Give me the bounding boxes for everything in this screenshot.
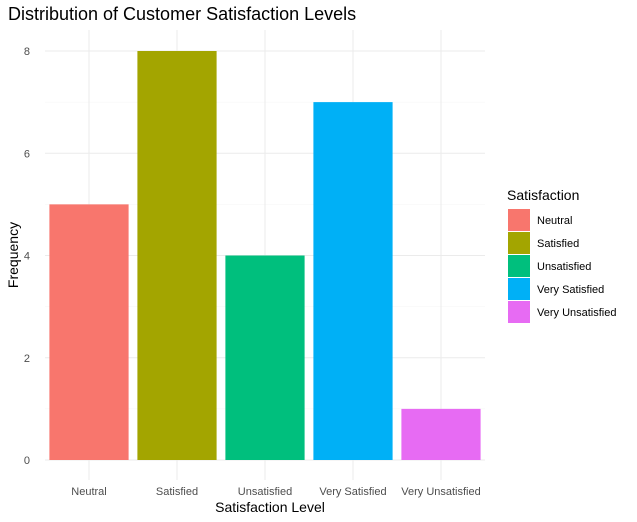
bar-unsatisfied: [225, 255, 305, 460]
legend-label: Very Satisfied: [537, 284, 604, 296]
legend-key: [508, 301, 530, 323]
legend: Satisfaction Neutral Satisfied Unsatisfied…: [507, 187, 616, 323]
y-tick-label: 2: [24, 353, 30, 365]
legend-key: [508, 255, 530, 277]
y-axis-ticks: 0 2 4 6 8: [24, 46, 30, 467]
y-axis-title: Frequency: [5, 222, 21, 288]
legend-label: Very Unsatisfied: [537, 307, 616, 319]
legend-label: Satisfied: [537, 238, 579, 250]
x-tick-label: Very Unsatisfied: [401, 486, 480, 498]
y-tick-label: 0: [24, 455, 30, 467]
x-tick-label: Neutral: [71, 486, 106, 498]
x-tick-label: Very Satisfied: [319, 486, 386, 498]
x-tick-label: Unsatisfied: [238, 486, 292, 498]
bar-satisfied: [137, 51, 217, 460]
x-axis-ticks: Neutral Satisfied Unsatisfied Very Satisfie…: [71, 486, 480, 498]
legend-title: Satisfaction: [507, 187, 579, 203]
legend-label: Unsatisfied: [537, 261, 591, 273]
legend-label: Neutral: [537, 215, 572, 227]
bars-group: [49, 51, 481, 460]
legend-key: [508, 209, 530, 231]
legend-key: [508, 278, 530, 300]
legend-key: [508, 232, 530, 254]
x-axis-title: Satisfaction Level: [215, 499, 325, 515]
bar-very-satisfied: [313, 102, 393, 460]
bar-very-unsatisfied: [401, 408, 481, 460]
bar-neutral: [49, 204, 129, 460]
y-tick-label: 8: [24, 46, 30, 58]
y-tick-label: 4: [24, 251, 30, 263]
chart-title: Distribution of Customer Satisfaction Le…: [8, 4, 356, 24]
legend-items: Neutral Satisfied Unsatisfied Very Satisfie…: [508, 209, 616, 323]
y-tick-label: 6: [24, 148, 30, 160]
x-tick-label: Satisfied: [156, 486, 198, 498]
